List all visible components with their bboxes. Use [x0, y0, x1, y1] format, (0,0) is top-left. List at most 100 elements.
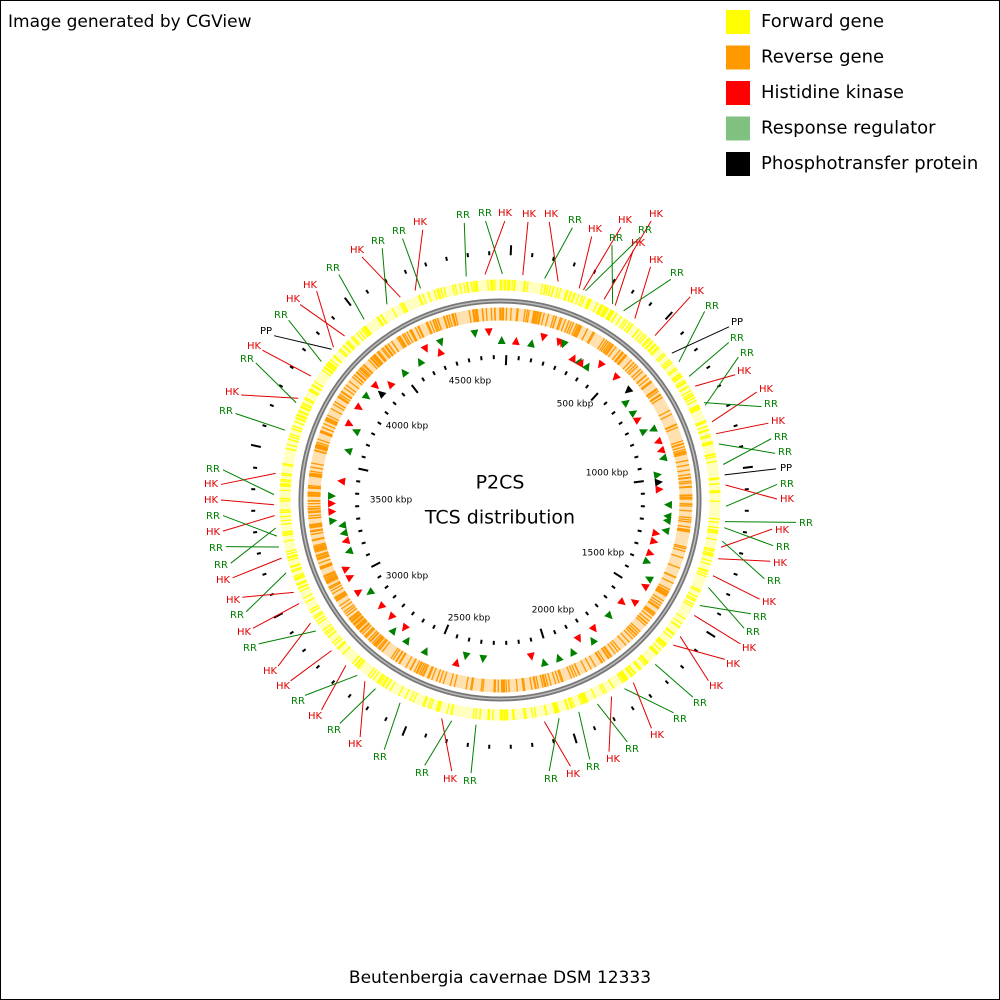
reverse-gene [328, 580, 341, 588]
inner-tick [637, 529, 642, 533]
reverse-gene [586, 331, 595, 344]
forward-gene [323, 626, 334, 634]
feature-label: RR [274, 310, 288, 321]
inner-tick [358, 467, 369, 472]
reverse-gene [526, 309, 530, 323]
feature-label: HK [742, 643, 757, 654]
reverse-gene [390, 647, 399, 659]
reverse-gene [387, 343, 397, 355]
inner-tick [553, 365, 557, 371]
forward-gene [299, 406, 311, 413]
forward-gene [590, 688, 597, 699]
forward-gene [700, 435, 712, 440]
reverse-gene [544, 673, 549, 687]
forward-gene [702, 552, 714, 557]
backbone-inner [300, 300, 700, 700]
forward-gene [311, 383, 322, 391]
feature-label: RR [209, 543, 223, 554]
reverse-gene [540, 312, 545, 326]
reverse-gene [598, 339, 608, 351]
forward-gene [670, 620, 681, 629]
outer-tick [401, 725, 408, 736]
feature-label: RR [373, 752, 387, 763]
feature-marker [570, 647, 578, 657]
outer-tick [738, 445, 744, 448]
feature-marker [341, 536, 351, 545]
leader-line [725, 483, 778, 507]
legend-swatch [726, 45, 750, 70]
forward-gene [708, 517, 720, 520]
reverse-gene [427, 666, 434, 679]
leader-line [304, 674, 358, 696]
feature-label: HK [631, 238, 646, 249]
reverse-gene [351, 613, 362, 623]
forward-gene [706, 460, 718, 464]
forward-gene [291, 567, 303, 573]
reverse-gene [547, 672, 552, 686]
forward-gene [644, 340, 653, 350]
feature-label: RR [371, 236, 385, 247]
reverse-gene [649, 394, 662, 403]
forward-gene [700, 560, 711, 566]
feature-marker [656, 445, 666, 454]
forward-gene [648, 646, 658, 656]
reverse-gene [312, 542, 326, 547]
reverse-gene [600, 340, 609, 353]
feature-label: HK [348, 739, 363, 750]
reverse-gene [568, 665, 576, 678]
forward-gene [294, 575, 306, 581]
inner-tick [529, 358, 533, 363]
reverse-gene [542, 674, 547, 688]
reverse-gene [348, 610, 360, 620]
reverse-gene [471, 677, 475, 691]
feature-label: HK [649, 255, 664, 266]
feature-label: RR [799, 518, 813, 529]
reverse-gene [572, 323, 580, 337]
feature-label: HK [350, 245, 365, 256]
forward-gene [648, 344, 657, 353]
reverse-gene [650, 596, 663, 605]
feature-marker [361, 391, 371, 400]
forward-gene [696, 572, 707, 578]
forward-gene [601, 307, 609, 318]
leader-line [262, 349, 312, 377]
reverse-gene [655, 588, 668, 597]
reverse-gene [622, 359, 633, 370]
outer-tick [742, 465, 753, 470]
forward-gene [280, 480, 292, 483]
forward-gene [329, 358, 340, 367]
reverse-gene [356, 619, 368, 630]
outer-tick [572, 262, 576, 267]
forward-gene [472, 281, 476, 293]
reverse-gene [418, 662, 425, 675]
leader-line [361, 256, 401, 298]
forward-gene [702, 442, 714, 447]
reverse-gene [644, 605, 656, 614]
reverse-gene [575, 325, 583, 338]
reverse-gene [549, 315, 555, 328]
forward-gene [625, 323, 634, 334]
forward-gene [675, 379, 686, 387]
leader-line [402, 238, 422, 289]
feature-label: HK [737, 366, 752, 377]
forward-gene [280, 519, 292, 522]
center-title: P2CS [476, 472, 525, 494]
feature-label: RR [392, 226, 406, 237]
feature-label: HK [308, 711, 323, 722]
forward-gene [296, 580, 308, 587]
forward-gene [620, 670, 628, 681]
forward-gene [623, 321, 632, 332]
feature-label: RR [230, 610, 244, 621]
leader-line [703, 402, 762, 408]
reverse-gene [307, 507, 321, 510]
leader-line [678, 311, 706, 363]
reverse-gene [401, 333, 410, 346]
feature-marker [377, 390, 387, 399]
forward-gene [533, 706, 537, 718]
reverse-gene [580, 660, 588, 673]
feature-marker [621, 399, 630, 408]
feature-label: HK [709, 681, 724, 692]
leader-line [255, 362, 297, 403]
forward-gene [676, 381, 687, 389]
outer-tick [530, 742, 534, 748]
